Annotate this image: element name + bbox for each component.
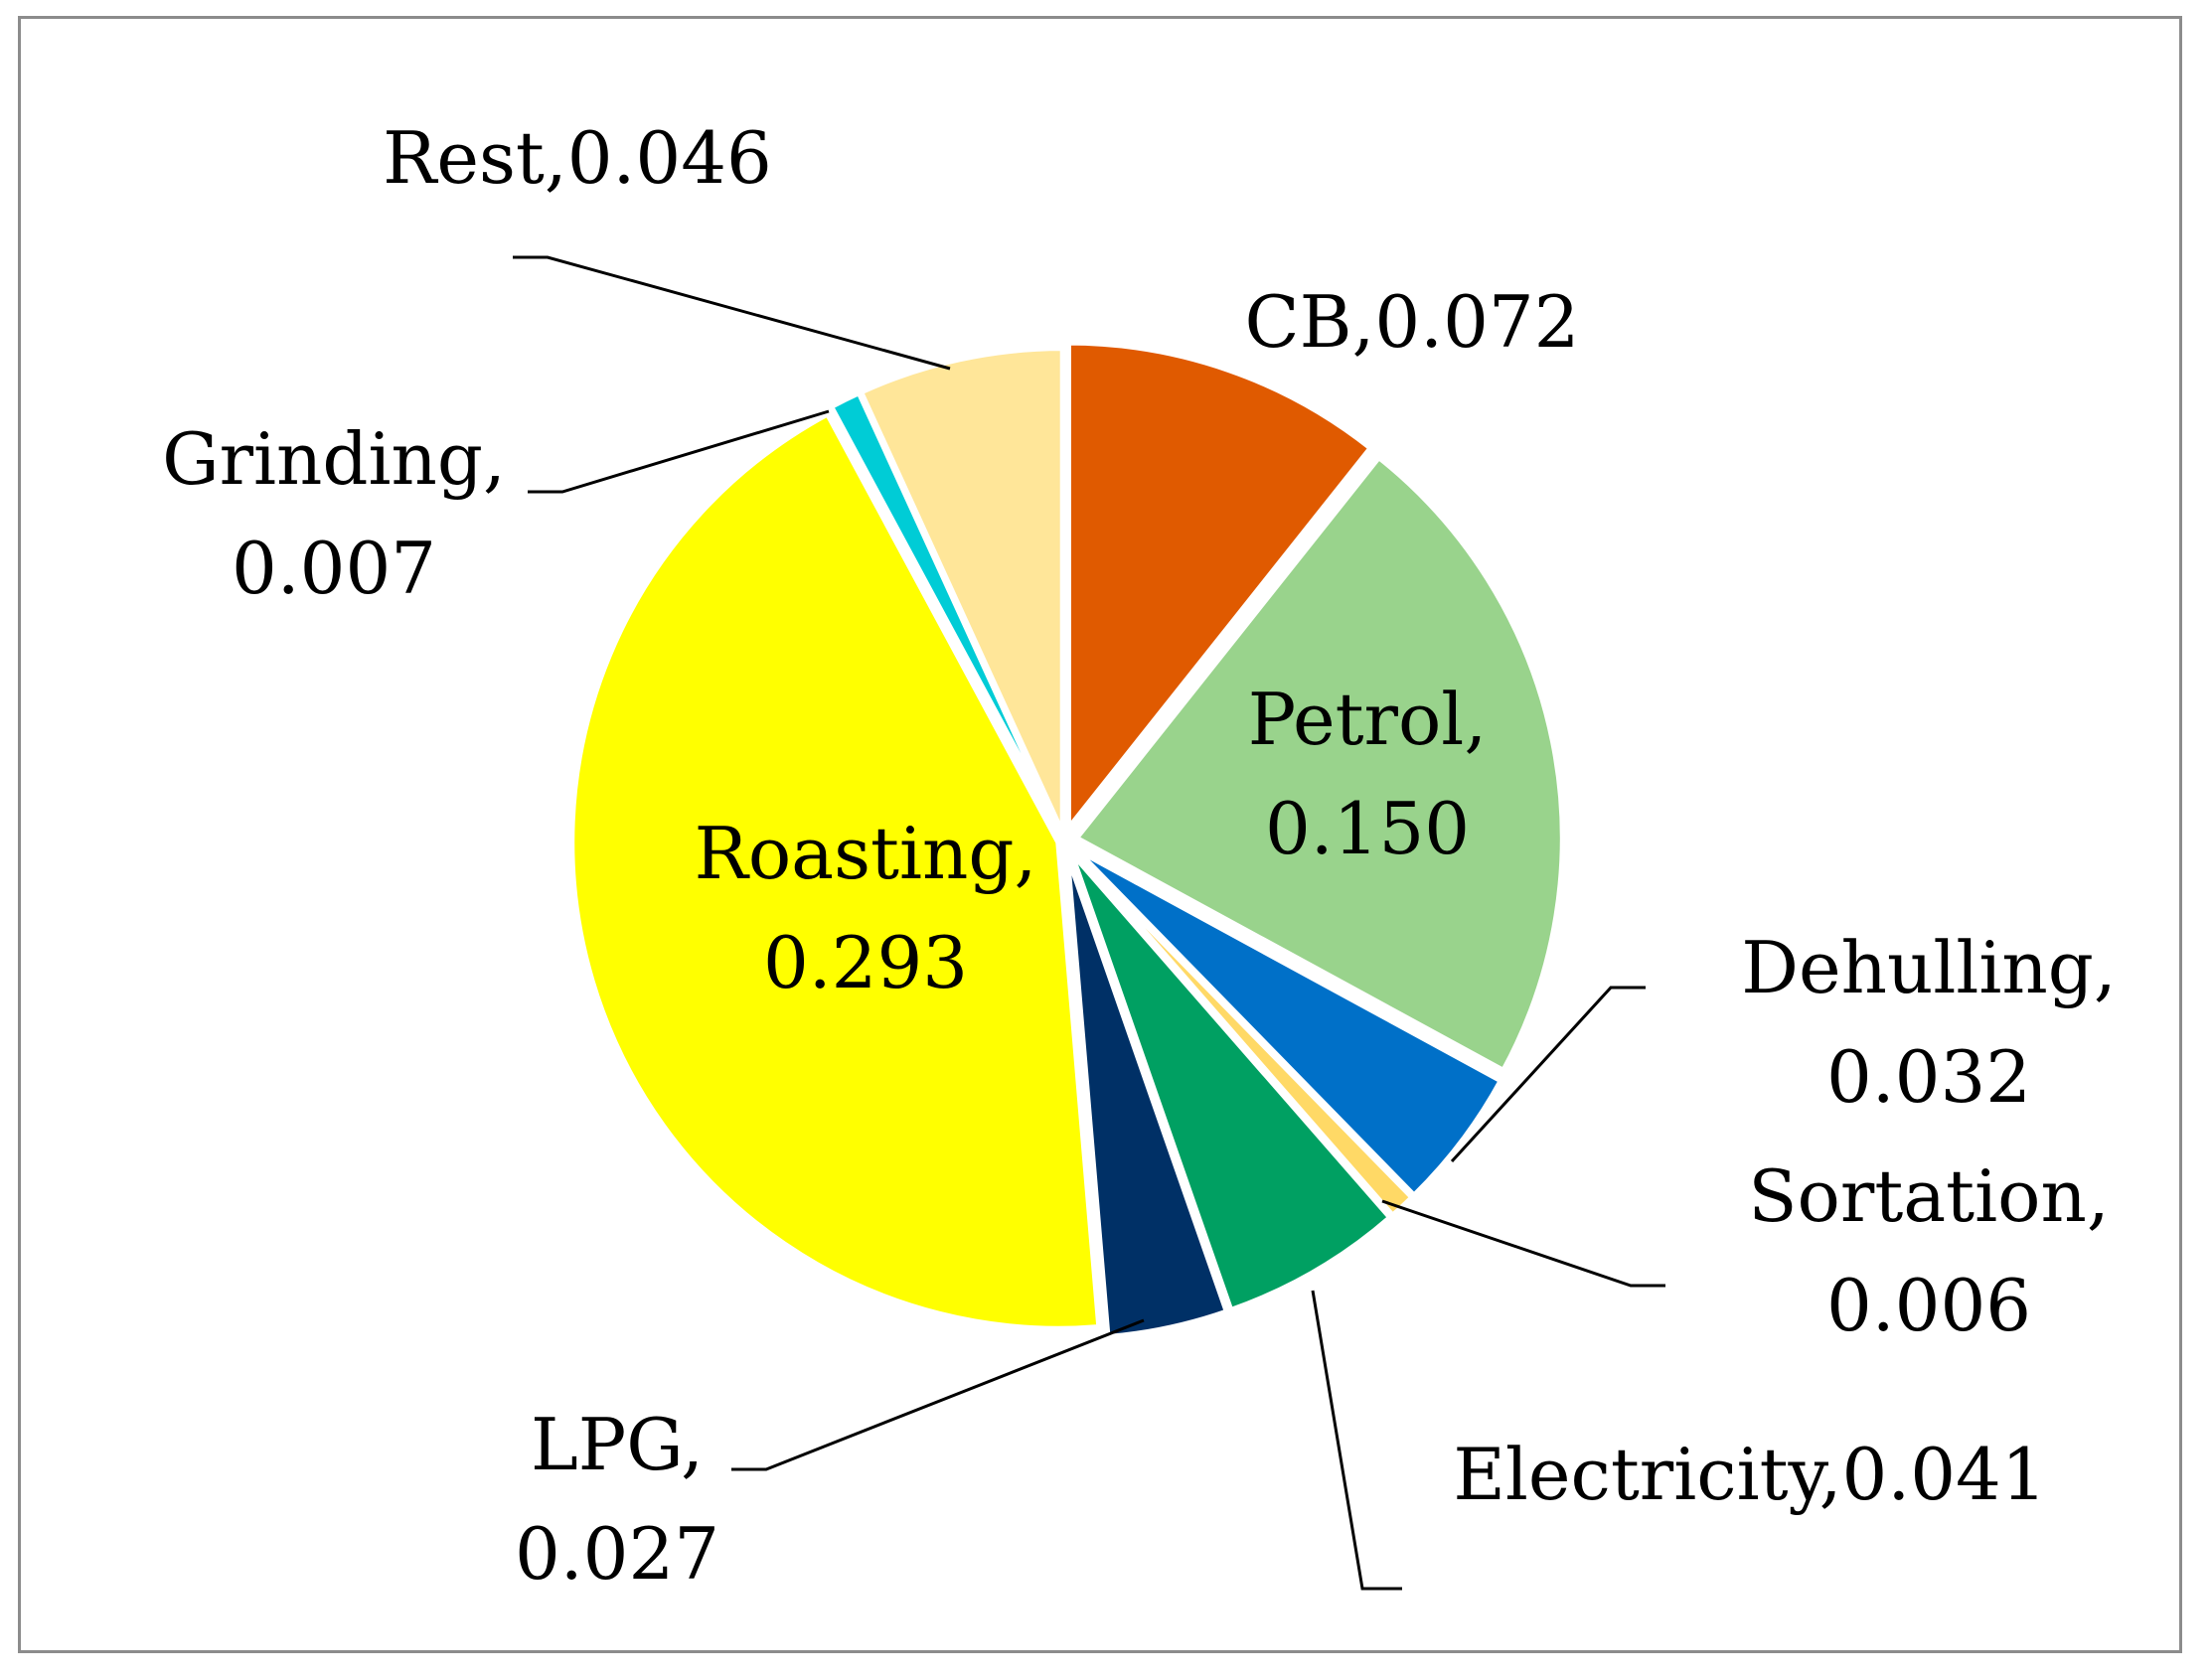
leader-lines [513,255,1665,1591]
pie-slice-roasting [568,410,1103,1332]
pie-chart: CB,0.072 Petrol, 0.150 Dehulling, 0.032 Sorta… [162,116,2117,1596]
slice-label-sortation: Sortation, 0.006 [1748,1154,2110,1347]
pie-slices [568,339,1566,1341]
slice-labels: CB,0.072 Petrol, 0.150 Dehulling, 0.032 Sorta… [162,116,2117,1596]
chart-frame: CB,0.072 Petrol, 0.150 Dehulling, 0.032 Sorta… [18,16,2182,1653]
slice-label-roasting: Roasting, 0.293 [695,812,1037,1004]
leader-line-grinding [528,409,830,494]
slice-label-rest: Rest,0.046 [383,116,772,200]
leader-line-dehulling [1450,986,1646,1163]
pie-slice-rest [857,345,1066,839]
leader-line-electricity [1311,1290,1402,1591]
slice-label-electricity: Electricity,0.041 [1453,1433,2046,1516]
leader-line-sortation [1381,1199,1665,1288]
pie-slice-petrol [1072,453,1566,1074]
slice-label-petrol: Petrol, 0.150 [1248,678,1487,870]
leader-line-lpg [731,1318,1145,1471]
pie-slice-electricity [1067,847,1394,1314]
slice-label-dehulling: Dehulling, 0.032 [1741,926,2117,1119]
slice-label-grinding: Grinding, 0.007 [162,417,506,610]
slice-label-cb: CB,0.072 [1244,280,1579,364]
pie-slice-cb [1064,339,1374,833]
leader-line-rest [513,255,951,371]
pie-slice-lpg [1063,848,1230,1341]
slice-label-lpg: LPG, 0.027 [515,1403,719,1596]
